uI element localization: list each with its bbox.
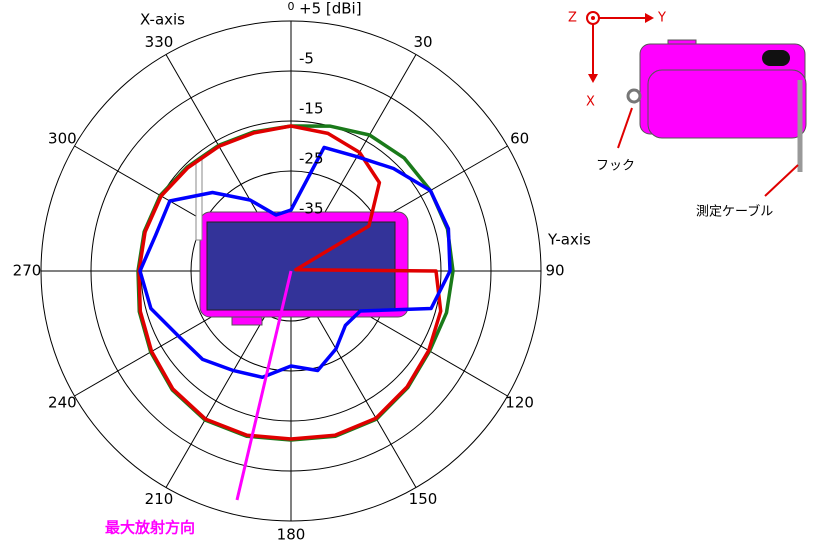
r-tick-label: +5 [dBi] <box>299 0 362 18</box>
r-tick-label: -15 <box>299 100 324 118</box>
r-tick-label: -25 <box>299 150 324 168</box>
theta-tick-label: 240 <box>48 394 77 412</box>
theta-tick-label: 120 <box>505 394 534 412</box>
inset-axis-x: X <box>586 95 595 110</box>
theta-tick-label: 270 <box>13 262 42 280</box>
max-direction-arrow <box>235 270 293 501</box>
theta-tick-label: 0 <box>288 0 295 13</box>
theta-tick-label: 300 <box>48 130 77 148</box>
device <box>195 159 409 326</box>
pattern-line <box>137 124 443 441</box>
theta-tick-label: 150 <box>409 490 438 508</box>
inset-hook-label: フック <box>596 159 635 174</box>
inset-axis-y: Y <box>657 11 666 26</box>
theta-tick-label: 90 <box>545 262 564 280</box>
r-tick-label: -5 <box>299 50 314 68</box>
theta-tick-label: 180 <box>277 526 306 544</box>
y-axis-label: Y-axis <box>547 231 591 249</box>
annotation: 最大放射方向 <box>105 519 195 537</box>
x-axis-label: X-axis <box>140 11 185 29</box>
inset-axis-z: Z <box>568 11 577 26</box>
r-tick-label: -35 <box>299 200 324 218</box>
inset: Z Y X フック 測定ケーブル <box>568 11 807 220</box>
theta-tick-label: 330 <box>145 33 174 51</box>
pattern-line <box>138 145 452 380</box>
theta-tick-label: 30 <box>413 33 432 51</box>
theta-tick-label: 210 <box>145 490 174 508</box>
curves <box>136 124 455 442</box>
theta-tick-label: 60 <box>510 130 529 148</box>
inset-cable-label: 測定ケーブル <box>696 204 773 220</box>
